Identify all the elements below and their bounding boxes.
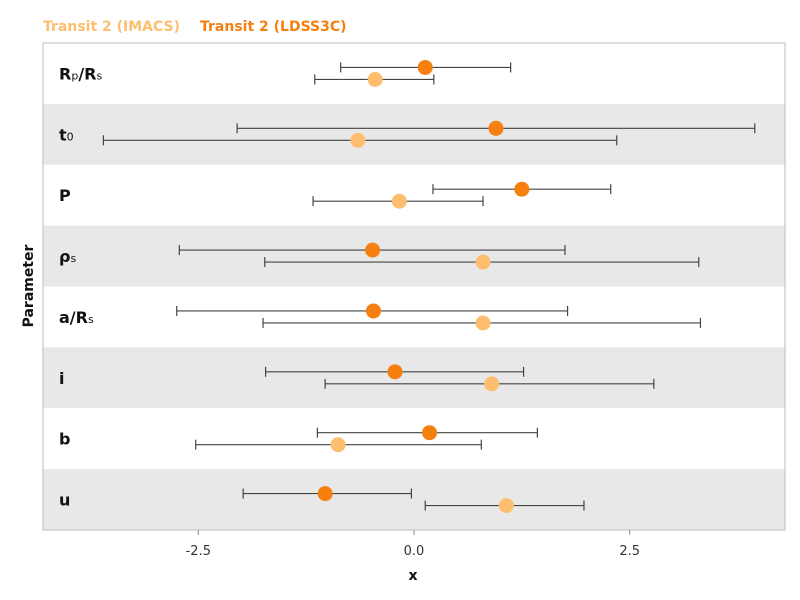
data-point	[365, 242, 381, 258]
row-band	[43, 225, 785, 287]
row-label-P: P	[59, 186, 71, 205]
data-point	[422, 425, 438, 441]
data-points	[317, 59, 530, 514]
row-label-rho_s: ρs	[59, 247, 76, 266]
data-point	[484, 376, 500, 392]
data-point	[475, 315, 491, 331]
data-point	[350, 132, 366, 148]
row-band	[43, 164, 785, 226]
row-band	[43, 347, 785, 409]
legend-item-imacs: Transit 2 (IMACS)	[43, 19, 180, 35]
data-point	[475, 254, 491, 270]
x-tick-label: 0.0	[404, 544, 425, 559]
x-tick-label: -2.5	[186, 544, 211, 559]
row-band	[43, 286, 785, 348]
row-bands	[43, 43, 785, 530]
row-band	[43, 43, 785, 104]
data-point	[317, 486, 333, 502]
data-point	[365, 303, 381, 319]
data-point	[498, 498, 514, 514]
row-label-i: i	[59, 369, 64, 388]
legend: Transit 2 (IMACS) Transit 2 (LDSS3C)	[43, 19, 347, 35]
row-band	[43, 408, 785, 470]
row-label-u: u	[59, 491, 70, 510]
legend-item-ldss3c: Transit 2 (LDSS3C)	[200, 19, 347, 35]
data-point	[391, 193, 407, 209]
data-point	[387, 364, 403, 380]
row-band	[43, 103, 785, 165]
data-point	[417, 59, 433, 75]
row-band	[43, 469, 785, 530]
x-tick-label: 2.5	[619, 544, 640, 559]
row-label-a_rs: a/Rs	[59, 308, 94, 327]
data-point	[488, 120, 504, 136]
y-axis-title: Parameter	[21, 244, 37, 327]
x-axis: -2.5 0.0 2.5	[186, 530, 640, 559]
data-point	[330, 437, 346, 453]
row-label-t0: t0	[59, 125, 74, 144]
data-point	[367, 71, 383, 87]
row-label-b: b	[59, 430, 70, 449]
data-point	[514, 181, 530, 197]
row-labels: Rp/Rs t0 Pρs a/Rs i b u	[59, 64, 102, 509]
x-axis-title: x	[408, 568, 417, 584]
row-label-rp_rs: Rp/Rs	[59, 64, 102, 83]
